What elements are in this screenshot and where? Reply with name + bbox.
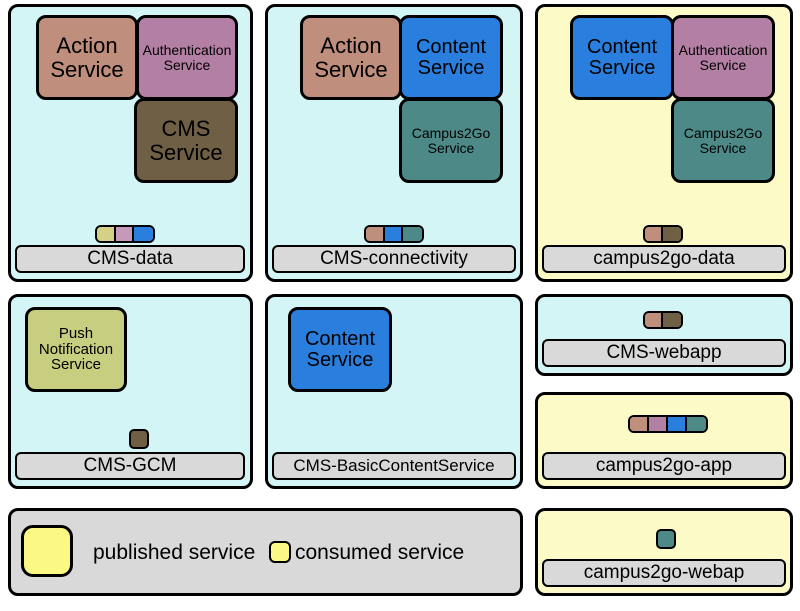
label-c2g-webapp: campus2go-webap [542,559,786,587]
panel-c2g-data: ContentService AuthenticationService Cam… [535,4,793,282]
service-auth: AuthenticationService [136,15,238,100]
legend-consumed-label: consumed service [295,541,464,565]
legend-published-label: published service [93,541,255,565]
legend-consumed-icon [269,541,291,563]
sq-cms-gcm [129,429,149,449]
panel-cms-basic: ContentService CMS-BasicContentService [265,294,523,489]
panel-cms-connectivity: ActionService ContentService Campus2GoSe… [265,4,523,282]
pill-c2g-data [643,225,683,243]
pill-c2g-app [628,415,708,433]
panel-legend: published service consumed service [8,508,523,596]
label-cms-basic: CMS-BasicContentService [272,452,516,480]
pill-cms-conn [364,225,424,243]
label-cms-conn: CMS-connectivity [272,245,516,273]
service-push: PushNotificationService [25,307,127,392]
sq-c2g-webapp [656,529,676,549]
service-campus2go: Campus2GoService [399,98,503,183]
legend-published-icon [21,525,73,577]
pill-cms-webapp [643,311,683,329]
service-content-2: ContentService [570,15,674,100]
label-c2g-app: campus2go-app [542,452,786,480]
label-cms-webapp: CMS-webapp [542,339,786,367]
panel-cms-gcm: PushNotificationService CMS-GCM [8,294,253,489]
service-campus2go-2: Campus2GoService [671,98,775,183]
service-content: ContentService [399,15,503,100]
panel-cms-webapp: CMS-webapp [535,294,793,376]
service-action: ActionService [36,15,138,100]
pill-cms-data [95,225,155,243]
label-c2g-data: campus2go-data [542,245,786,273]
panel-c2g-webapp: campus2go-webap [535,508,793,596]
label-cms-gcm: CMS-GCM [15,452,245,480]
label-cms-data: CMS-data [15,245,245,273]
service-action-2: ActionService [300,15,402,100]
service-content-3: ContentService [288,307,392,392]
service-auth-2: AuthenticationService [671,15,775,100]
panel-c2g-app: campus2go-app [535,392,793,489]
service-cms: CMSService [134,98,238,183]
panel-cms-data: ActionService AuthenticationService CMSS… [8,4,253,282]
